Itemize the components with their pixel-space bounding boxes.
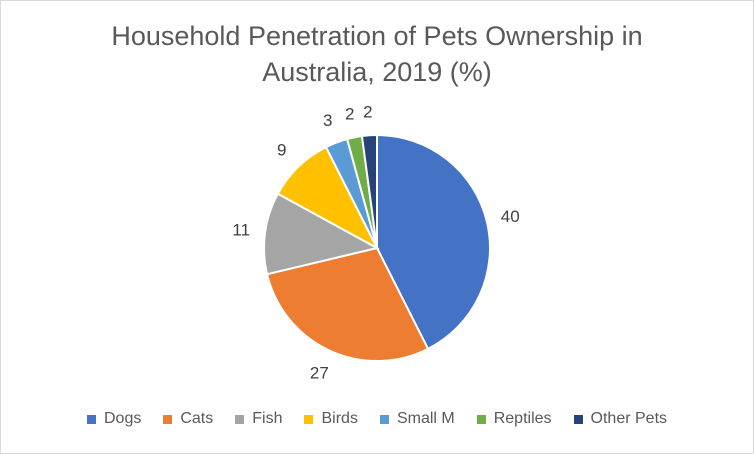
data-label-dogs: 40 xyxy=(501,207,520,226)
legend-item-small-m: Small M xyxy=(379,410,455,428)
data-label-fish: 11 xyxy=(232,221,250,240)
legend-item-reptiles: Reptiles xyxy=(476,410,552,428)
legend-label: Dogs xyxy=(103,410,142,427)
legend-item-other-pets: Other Pets xyxy=(573,410,668,428)
legend-label: Birds xyxy=(321,410,358,427)
legend-swatch xyxy=(476,414,486,424)
legend-swatch xyxy=(86,414,96,424)
chart-title-line-1: Household Penetration of Pets Ownership … xyxy=(111,21,643,51)
legend-item-cats: Cats xyxy=(163,410,213,428)
chart-title: Household Penetration of Pets Ownership … xyxy=(0,18,754,90)
pie-slice-cats xyxy=(265,246,430,362)
legend-label: Reptiles xyxy=(493,410,552,427)
legend-item-fish: Fish xyxy=(235,410,282,428)
data-label-other-pets: 2 xyxy=(363,102,372,121)
legend-swatch xyxy=(379,414,389,424)
pie-slice-dogs xyxy=(376,133,491,351)
legend-swatch xyxy=(163,414,173,424)
legend-item-dogs: Dogs xyxy=(86,410,142,428)
legend-swatch xyxy=(573,414,583,424)
legend: Dogs Cats Fish Birds Small M Reptiles Other Pe… xyxy=(0,410,754,428)
chart-title-line-2: Australia, 2019 (%) xyxy=(262,57,492,87)
data-label-cats: 27 xyxy=(310,363,329,382)
legend-item-birds: Birds xyxy=(304,410,358,428)
legend-swatch xyxy=(235,414,245,424)
legend-label: Other Pets xyxy=(590,410,668,427)
data-label-birds: 9 xyxy=(277,141,286,160)
legend-swatch xyxy=(304,414,314,424)
data-label-small-m: 3 xyxy=(323,111,332,130)
legend-label: Fish xyxy=(252,410,283,427)
legend-label: Cats xyxy=(180,410,214,427)
pie-slice-fish xyxy=(263,192,380,276)
pie-slice-other-pets xyxy=(360,133,378,249)
legend-label: Small M xyxy=(396,410,455,427)
data-label-reptiles: 2 xyxy=(345,105,354,124)
